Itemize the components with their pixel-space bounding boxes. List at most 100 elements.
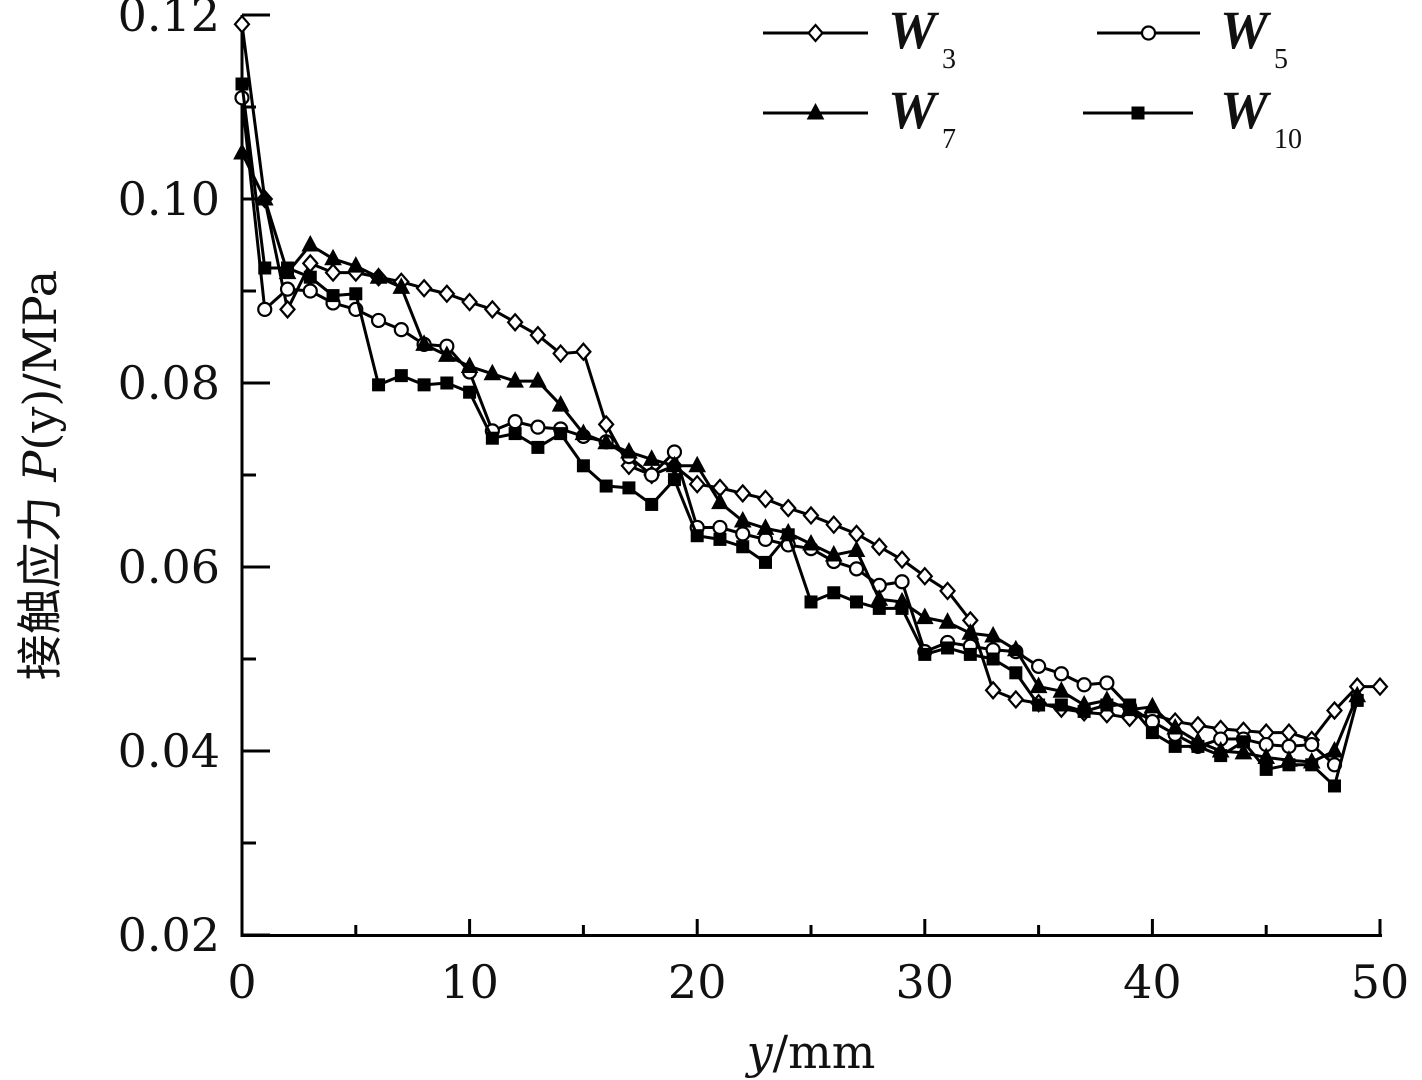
series-w7: [233, 142, 1367, 769]
data-point: [645, 497, 659, 511]
y-tick-label: 0.04: [118, 724, 220, 778]
legend-name: W: [888, 0, 940, 60]
data-point: [1325, 740, 1344, 758]
data-point: [688, 455, 707, 473]
x-tick-label: 30: [896, 955, 955, 1009]
data-point: [1304, 736, 1320, 753]
data-point: [279, 281, 296, 297]
data-point: [894, 574, 910, 590]
legend-name: W: [1220, 80, 1272, 140]
data-point: [1053, 666, 1069, 682]
data-point: [1166, 717, 1184, 735]
data-point: [531, 440, 545, 454]
data-point: [257, 301, 273, 317]
data-point: [324, 262, 342, 283]
data-point: [529, 371, 547, 388]
data-point: [711, 492, 729, 510]
data-point: [460, 356, 479, 373]
data-point: [233, 142, 251, 160]
legend: W 3 W 5W 7 W 10: [763, 0, 1302, 155]
data-point: [1030, 658, 1047, 674]
data-point: [302, 283, 318, 299]
data-point: [415, 278, 433, 298]
data-point: [688, 474, 706, 494]
data-point: [847, 540, 866, 557]
series-line: [240, 97, 1336, 766]
data-point: [417, 378, 431, 392]
data-point: [279, 299, 296, 320]
data-point: [1123, 698, 1137, 712]
data-point: [438, 284, 456, 304]
data-point: [779, 498, 797, 518]
legend-label: W 10: [1220, 80, 1302, 155]
data-point: [235, 77, 249, 91]
data-point: [802, 533, 820, 551]
data-point: [508, 427, 522, 441]
data-point: [986, 652, 1000, 666]
data-point: [1305, 758, 1319, 772]
data-point: [281, 261, 295, 275]
legend-name: W: [1220, 0, 1272, 60]
data-point: [757, 489, 774, 509]
data-point: [848, 561, 865, 577]
data-point: [530, 419, 546, 435]
data-point: [963, 647, 977, 661]
data-point: [893, 549, 911, 570]
data-point: [301, 253, 319, 274]
data-point: [438, 345, 456, 362]
data-point: [1007, 639, 1025, 657]
data-point: [599, 479, 613, 493]
data-point: [690, 529, 704, 543]
data-point: [642, 449, 661, 466]
data-point: [918, 647, 932, 661]
y-tick-label: 0.12: [118, 0, 220, 42]
data-point: [415, 334, 433, 351]
data-point: [326, 289, 340, 303]
data-point: [394, 369, 408, 383]
legend-subscript: 5: [1274, 44, 1288, 75]
data-point: [1350, 693, 1364, 707]
data-point: [895, 601, 909, 615]
series-layer: [233, 14, 1389, 793]
data-point: [850, 595, 864, 609]
data-point: [1234, 742, 1253, 760]
data-point: [258, 261, 272, 275]
data-point: [1371, 676, 1389, 697]
data-point: [1007, 689, 1025, 710]
data-point: [665, 455, 684, 473]
data-point: [734, 483, 752, 504]
y-tick-label: 0.08: [118, 356, 220, 410]
data-point: [644, 467, 660, 483]
data-point: [870, 537, 888, 557]
data-point: [1214, 749, 1228, 763]
data-point: [506, 312, 524, 332]
data-point: [346, 256, 365, 273]
data-point: [506, 371, 524, 388]
data-point: [961, 623, 980, 640]
data-point: [483, 363, 502, 381]
data-point: [827, 586, 841, 600]
data-point: [1029, 676, 1048, 694]
data-point: [781, 528, 795, 542]
data-point: [529, 325, 547, 345]
data-point: [483, 299, 501, 320]
data-point: [551, 395, 570, 412]
data-point: [324, 248, 342, 266]
data-point: [1191, 739, 1205, 753]
data-point: [369, 267, 388, 284]
data-point: [825, 515, 843, 535]
data-point: [736, 540, 750, 554]
data-point: [597, 414, 615, 435]
data-point: [735, 526, 751, 542]
x-axis-unit: /mm: [773, 1025, 876, 1079]
data-point: [507, 414, 523, 430]
data-point: [756, 518, 775, 535]
ticks: 0 10 20 30 40 50 0.02 0.04 0.06 0.08 0.10 0.12: [118, 0, 1410, 1009]
data-point: [733, 510, 752, 528]
data-point: [758, 555, 772, 569]
y-axis-var: P: [13, 450, 67, 483]
